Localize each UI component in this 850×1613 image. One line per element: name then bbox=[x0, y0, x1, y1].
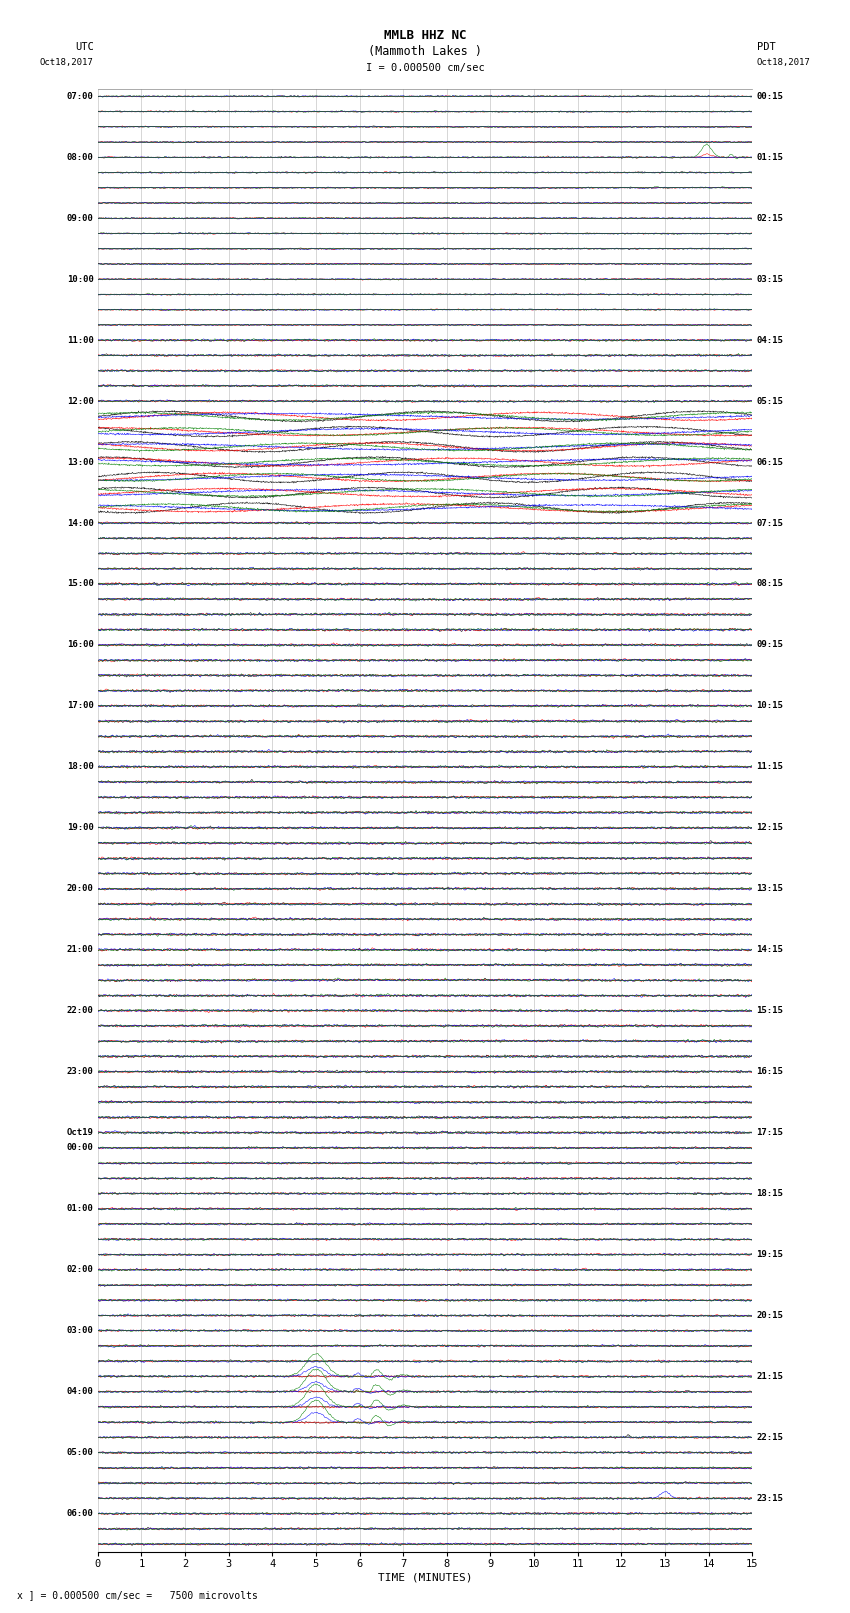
Text: 07:00: 07:00 bbox=[66, 92, 94, 102]
Text: 19:00: 19:00 bbox=[66, 823, 94, 832]
Text: I = 0.000500 cm/sec: I = 0.000500 cm/sec bbox=[366, 63, 484, 73]
Text: 02:15: 02:15 bbox=[756, 215, 784, 223]
Text: 09:00: 09:00 bbox=[66, 215, 94, 223]
Text: (Mammoth Lakes ): (Mammoth Lakes ) bbox=[368, 45, 482, 58]
Text: 07:15: 07:15 bbox=[756, 518, 784, 527]
Text: 01:00: 01:00 bbox=[66, 1205, 94, 1213]
Text: 15:00: 15:00 bbox=[66, 579, 94, 589]
Text: 04:15: 04:15 bbox=[756, 336, 784, 345]
Text: 12:15: 12:15 bbox=[756, 823, 784, 832]
Text: 23:15: 23:15 bbox=[756, 1494, 784, 1503]
Text: 22:15: 22:15 bbox=[756, 1432, 784, 1442]
Text: Oct18,2017: Oct18,2017 bbox=[40, 58, 94, 68]
Text: 18:00: 18:00 bbox=[66, 763, 94, 771]
Text: 02:00: 02:00 bbox=[66, 1265, 94, 1274]
Text: 03:00: 03:00 bbox=[66, 1326, 94, 1336]
Text: 17:00: 17:00 bbox=[66, 702, 94, 710]
Text: 14:00: 14:00 bbox=[66, 518, 94, 527]
Text: 11:00: 11:00 bbox=[66, 336, 94, 345]
Text: 16:15: 16:15 bbox=[756, 1068, 784, 1076]
Text: MMLB HHZ NC: MMLB HHZ NC bbox=[383, 29, 467, 42]
Text: 09:15: 09:15 bbox=[756, 640, 784, 650]
Text: 11:15: 11:15 bbox=[756, 763, 784, 771]
Text: 23:00: 23:00 bbox=[66, 1068, 94, 1076]
Text: 19:15: 19:15 bbox=[756, 1250, 784, 1260]
Text: 14:15: 14:15 bbox=[756, 945, 784, 955]
Text: 00:15: 00:15 bbox=[756, 92, 784, 102]
Text: x ] = 0.000500 cm/sec =   7500 microvolts: x ] = 0.000500 cm/sec = 7500 microvolts bbox=[17, 1590, 258, 1600]
Text: 20:15: 20:15 bbox=[756, 1311, 784, 1319]
Text: 13:15: 13:15 bbox=[756, 884, 784, 894]
Text: 08:15: 08:15 bbox=[756, 579, 784, 589]
Text: Oct19: Oct19 bbox=[66, 1127, 94, 1137]
Text: 21:00: 21:00 bbox=[66, 945, 94, 955]
Text: UTC: UTC bbox=[75, 42, 94, 52]
Text: 03:15: 03:15 bbox=[756, 274, 784, 284]
Text: PDT: PDT bbox=[756, 42, 775, 52]
Text: 06:00: 06:00 bbox=[66, 1510, 94, 1518]
Text: 00:00: 00:00 bbox=[66, 1144, 94, 1152]
Text: 22:00: 22:00 bbox=[66, 1007, 94, 1015]
Text: 08:00: 08:00 bbox=[66, 153, 94, 161]
Text: 18:15: 18:15 bbox=[756, 1189, 784, 1198]
Text: 21:15: 21:15 bbox=[756, 1373, 784, 1381]
Text: 10:00: 10:00 bbox=[66, 274, 94, 284]
Text: 05:15: 05:15 bbox=[756, 397, 784, 405]
Text: 17:15: 17:15 bbox=[756, 1127, 784, 1137]
Text: 06:15: 06:15 bbox=[756, 458, 784, 466]
Text: 12:00: 12:00 bbox=[66, 397, 94, 405]
Text: 16:00: 16:00 bbox=[66, 640, 94, 650]
Text: 13:00: 13:00 bbox=[66, 458, 94, 466]
Text: 20:00: 20:00 bbox=[66, 884, 94, 894]
Text: 04:00: 04:00 bbox=[66, 1387, 94, 1397]
Text: 01:15: 01:15 bbox=[756, 153, 784, 161]
Text: 10:15: 10:15 bbox=[756, 702, 784, 710]
Text: 05:00: 05:00 bbox=[66, 1448, 94, 1457]
Text: 15:15: 15:15 bbox=[756, 1007, 784, 1015]
Text: Oct18,2017: Oct18,2017 bbox=[756, 58, 810, 68]
X-axis label: TIME (MINUTES): TIME (MINUTES) bbox=[377, 1573, 473, 1582]
